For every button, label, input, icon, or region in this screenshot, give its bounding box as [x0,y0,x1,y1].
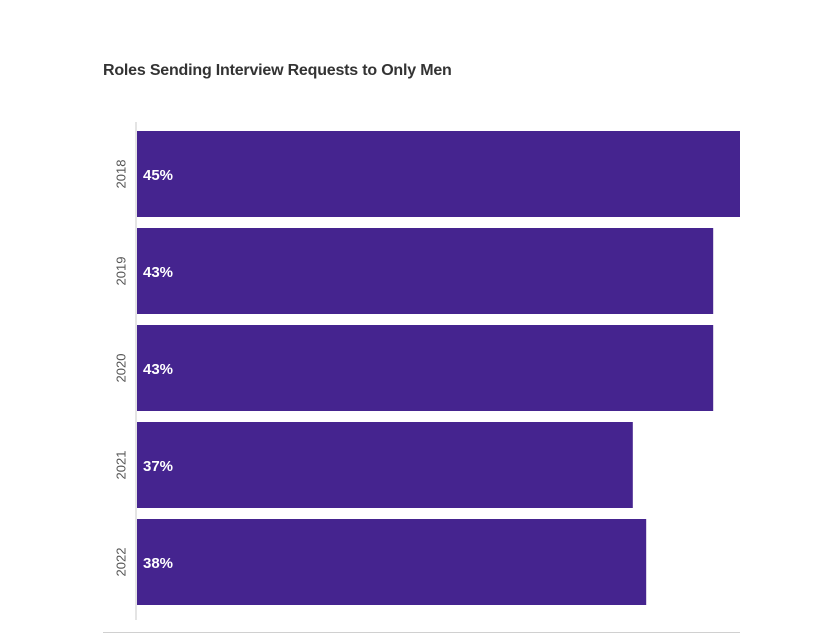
bottom-divider [103,632,740,633]
bar-value-label-2020: 43% [143,361,173,378]
y-tick-label-2020: 2020 [113,354,128,383]
bar-value-label-2021: 37% [143,458,173,475]
chart-title: Roles Sending Interview Requests to Only… [103,62,452,79]
y-tick-label-2022: 2022 [113,548,128,577]
y-tick-label-2019: 2019 [113,257,128,286]
bar-2022 [137,519,647,605]
bar-value-label-2022: 38% [143,555,173,572]
bar-2019 [137,228,714,314]
bar-value-label-2019: 43% [143,264,173,281]
y-tick-label-2021: 2021 [113,451,128,480]
y-tick-label-2018: 2018 [113,160,128,189]
bar-2018 [137,131,740,217]
bar-2020 [137,325,714,411]
bar-2021 [137,422,633,508]
bar-value-label-2018: 45% [143,167,173,184]
